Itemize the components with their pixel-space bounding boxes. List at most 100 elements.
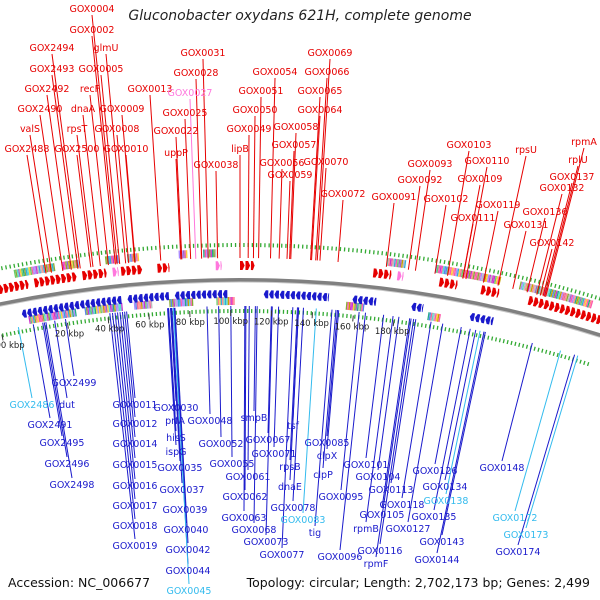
gene-label[interactable]: GOX0065 [298, 86, 343, 97]
gene-label[interactable]: GOX0143 [420, 537, 465, 548]
gene-label[interactable]: tsf [287, 421, 300, 432]
gene-label[interactable]: GOX0113 [369, 485, 414, 496]
gene-label[interactable]: GOX0104 [356, 472, 401, 483]
gene-label[interactable]: rpmB [353, 524, 379, 535]
gene-label[interactable]: dnaE [278, 482, 302, 493]
gene-label[interactable]: GOX0093 [408, 159, 453, 170]
gene-label[interactable]: GOX0030 [154, 403, 199, 414]
gene-label[interactable]: GOX0136 [523, 207, 568, 218]
gene-label[interactable]: GOX0018 [113, 521, 158, 532]
gene-label[interactable]: lipB [231, 144, 249, 155]
gene-label[interactable]: GOX0017 [113, 501, 158, 512]
gene-label[interactable]: GOX0134 [423, 482, 468, 493]
gene-label[interactable]: GOX0063 [222, 513, 267, 524]
gene-label[interactable]: GOX0109 [458, 174, 503, 185]
gene-label[interactable]: GOX0111 [451, 213, 496, 224]
gene-label[interactable]: GOX0096 [318, 552, 363, 563]
gene-label[interactable]: GOX0144 [415, 555, 460, 566]
gene-label[interactable]: GOX0131 [504, 220, 549, 231]
gene-label[interactable]: GOX0138 [424, 496, 469, 507]
gene-label[interactable]: GOX0085 [305, 438, 350, 449]
gene-label[interactable]: GOX2500 [55, 144, 100, 155]
gene-label[interactable]: GOX0048 [188, 416, 233, 427]
gene-label[interactable]: glmU [94, 43, 119, 54]
gene-label[interactable]: GOX0148 [480, 463, 525, 474]
gene-label[interactable]: GOX0028 [174, 68, 219, 79]
gene-label[interactable]: clpX [317, 451, 338, 462]
gene-label[interactable]: GOX2499 [52, 378, 97, 389]
gene-label[interactable]: GOX0005 [79, 64, 124, 75]
gene-label[interactable]: GOX0062 [223, 492, 268, 503]
gene-label[interactable]: ispG [166, 447, 187, 458]
gene-label[interactable]: GOX0118 [380, 500, 425, 511]
gene-label[interactable]: GOX0091 [372, 192, 417, 203]
gene-label[interactable]: GOX0011 [113, 400, 158, 411]
gene-label[interactable]: GOX0174 [496, 547, 541, 558]
gene-label[interactable]: GOX2496 [45, 459, 90, 470]
gene-label[interactable]: GOX0019 [113, 541, 158, 552]
gene-label[interactable]: GOX0039 [163, 505, 208, 516]
gene-label[interactable]: GOX0057 [272, 140, 317, 151]
gene-label[interactable]: GOX0066 [305, 67, 350, 78]
gene-label[interactable]: rpmF [364, 559, 389, 570]
gene-label[interactable]: recF [80, 84, 100, 95]
gene-label[interactable]: smpB [241, 413, 268, 424]
gene-label[interactable]: GOX0045 [167, 586, 212, 597]
gene-label[interactable]: hisS [166, 433, 186, 444]
gene-label[interactable]: uppP [164, 148, 188, 159]
gene-label[interactable]: GOX2492 [25, 84, 70, 95]
gene-label[interactable]: GOX0073 [244, 537, 289, 548]
gene-label[interactable]: GOX2495 [40, 438, 85, 449]
gene-label[interactable]: GOX2488 [5, 144, 50, 155]
gene-label[interactable]: GOX0068 [232, 525, 277, 536]
gene-label[interactable]: GOX0070 [304, 157, 349, 168]
gene-label[interactable]: GOX0052 [199, 439, 244, 450]
gene-label[interactable]: rpmA [571, 137, 597, 148]
gene-label[interactable]: GOX0137 [550, 172, 595, 183]
gene-labels[interactable]: GOX0004 GOX0002 GOX2494 glmU GOX2493 GOX0005 G… [5, 4, 598, 597]
gene-label[interactable]: GOX0014 [113, 439, 158, 450]
gene-label[interactable]: GOX0119 [476, 200, 521, 211]
gene-label[interactable]: GOX0009 [100, 104, 145, 115]
gene-label[interactable]: rpsT [67, 124, 88, 135]
gene-label[interactable]: GOX0054 [253, 67, 298, 78]
gene-label[interactable]: GOX2490 [18, 104, 63, 115]
gene-label[interactable]: GOX2493 [30, 64, 75, 75]
gene-label[interactable]: GOX0042 [166, 545, 211, 556]
gene-label[interactable]: GOX0069 [308, 48, 353, 59]
gene-label[interactable]: GOX0095 [319, 492, 364, 503]
gene-label[interactable]: valS [20, 124, 40, 135]
gene-label[interactable]: GOX0102 [424, 194, 469, 205]
gene-label[interactable]: GOX0078 [271, 503, 316, 514]
gene-label[interactable]: GOX0038 [194, 160, 239, 171]
gene-label[interactable]: GOX0013 [128, 84, 173, 95]
gene-label[interactable]: GOX0077 [260, 550, 305, 561]
gene-label[interactable]: GOX0010 [104, 144, 149, 155]
gene-label[interactable]: GOX0061 [226, 472, 271, 483]
gene-label[interactable]: clpP [313, 470, 333, 481]
gene-label[interactable]: rpsU [515, 145, 537, 156]
gene-label[interactable]: GOX0012 [113, 419, 158, 430]
gene-label[interactable]: GOX2486 [10, 400, 55, 411]
gene-label[interactable]: GOX0027 [168, 88, 213, 99]
gene-label[interactable]: GOX0016 [113, 481, 158, 492]
gene-label[interactable]: GOX0116 [358, 546, 403, 557]
gene-label[interactable]: GOX2498 [50, 480, 95, 491]
gene-label[interactable]: GOX0127 [386, 524, 431, 535]
gene-label[interactable]: GOX0083 [281, 515, 326, 526]
gene-label[interactable]: GOX0051 [239, 86, 284, 97]
gene-label[interactable]: prfA [165, 416, 185, 427]
gene-label[interactable]: rplU [568, 155, 588, 166]
gene-label[interactable]: tig [309, 528, 321, 539]
gene-label[interactable]: GOX0105 [360, 510, 405, 521]
gene-label[interactable]: GOX0135 [412, 512, 457, 523]
gene-label[interactable]: GOX0126 [413, 466, 458, 477]
gene-label[interactable]: GOX0008 [95, 124, 140, 135]
gene-label[interactable]: GOX0142 [530, 238, 575, 249]
gene-label[interactable]: GOX0101 [344, 460, 389, 471]
gene-label[interactable]: GOX0050 [233, 105, 278, 116]
gene-label[interactable]: GOX0110 [465, 156, 510, 167]
gene-label[interactable]: GOX0055 [210, 459, 255, 470]
gene-label[interactable]: GOX0025 [163, 108, 208, 119]
gene-label[interactable]: GOX0056 [260, 158, 305, 169]
